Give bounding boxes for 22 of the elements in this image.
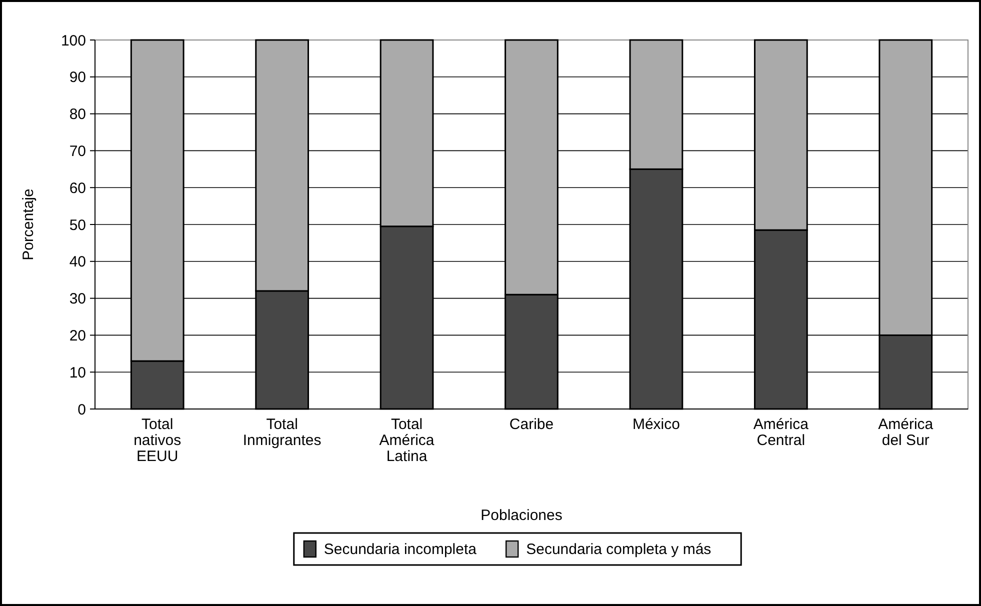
x-tick-label: Total Inmigrantes — [242, 416, 322, 449]
legend-label: Secundaria completa y más — [526, 541, 712, 558]
x-tick-label: Total América Latina — [379, 416, 435, 465]
x-tick-label: América Central — [753, 416, 810, 449]
y-tick-label: 80 — [69, 106, 86, 124]
y-tick-label: 10 — [69, 364, 86, 382]
y-axis-title: Porcentaje — [20, 188, 37, 260]
x-tick-label: México — [632, 416, 680, 433]
y-tick-label: 100 — [60, 32, 86, 50]
x-tick-label: América del Sur — [878, 416, 934, 449]
y-tick-label: 60 — [69, 180, 86, 197]
y-tick-label: 50 — [69, 216, 86, 234]
y-tick-label: 20 — [69, 327, 86, 344]
y-tick-label: 0 — [78, 401, 86, 418]
y-tick-label: 30 — [69, 290, 86, 308]
y-tick-label: 90 — [69, 69, 86, 86]
x-tick-label: Total nativos EEUU — [134, 416, 182, 465]
x-axis-title: Poblaciones — [480, 507, 562, 524]
x-tick-label: Caribe — [509, 416, 554, 433]
y-tick-label: 40 — [69, 254, 86, 271]
y-tick-label: 70 — [69, 142, 86, 160]
legend-label: Secundaria incompleta — [324, 541, 478, 558]
